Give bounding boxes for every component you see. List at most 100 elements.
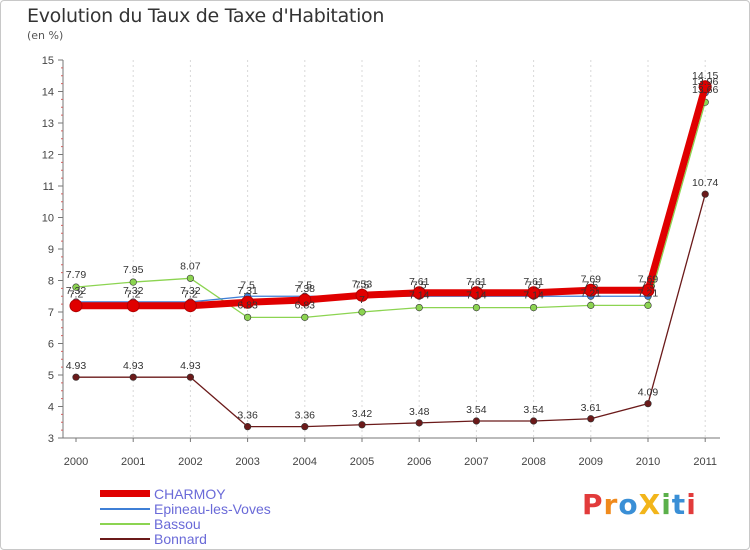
legend-swatch <box>100 537 150 540</box>
data-label: 7.32 <box>180 285 201 297</box>
data-label: 7.5 <box>641 279 656 291</box>
legend-item: Bassou <box>100 515 271 532</box>
data-label: 7.5 <box>526 279 541 291</box>
data-point <box>183 299 197 313</box>
data-point <box>701 190 709 198</box>
data-point <box>301 313 309 321</box>
legend-swatch <box>100 507 150 510</box>
x-tick-label: 2000 <box>64 456 88 468</box>
data-label: 7.14 <box>409 290 430 302</box>
legend: CHARMOY Epineau-les-Voves Bassou Bonnard <box>100 485 271 547</box>
logo-letter: o <box>618 488 639 521</box>
y-tick-label: 5 <box>48 370 54 382</box>
data-point <box>527 286 541 300</box>
data-label: 3.54 <box>523 404 544 416</box>
data-point <box>244 313 252 321</box>
y-tick-label: 6 <box>48 339 54 351</box>
data-point <box>644 301 652 309</box>
legend-label: Bonnard <box>154 530 207 547</box>
logo-letter: t <box>671 488 687 521</box>
data-label: 7.32 <box>66 285 87 297</box>
legend-item: Bonnard <box>100 530 271 547</box>
logo-letter: X <box>638 488 662 521</box>
data-point <box>244 423 252 431</box>
data-label: 7.79 <box>66 269 87 281</box>
legend-swatch <box>100 490 150 497</box>
data-label: 7.5 <box>583 279 598 291</box>
data-label: 3.54 <box>466 404 487 416</box>
y-tick-label: 3 <box>48 433 54 445</box>
data-label: 7.5 <box>412 279 427 291</box>
data-label: 4.93 <box>66 360 87 372</box>
data-label: 3.42 <box>352 408 373 420</box>
data-label: 3.36 <box>295 410 316 422</box>
x-tick-label: 2002 <box>178 456 202 468</box>
y-tick-label: 10 <box>42 213 54 225</box>
data-label: 7.95 <box>123 264 144 276</box>
data-label: 4.09 <box>638 387 659 399</box>
data-label: 3.61 <box>581 402 602 414</box>
y-tick-label: 12 <box>42 150 54 162</box>
data-point <box>469 286 483 300</box>
data-point <box>587 415 595 423</box>
legend-label: Bassou <box>154 515 201 532</box>
series-line-bonnard <box>76 194 706 428</box>
data-label: 14.15 <box>692 70 718 82</box>
data-point <box>587 301 595 309</box>
data-label: 7.61 <box>523 276 544 288</box>
data-point <box>129 373 137 381</box>
data-label: 7.2 <box>126 289 141 301</box>
data-point <box>358 308 366 316</box>
legend-item: Epineau-les-Voves <box>100 500 271 517</box>
data-label: 3.48 <box>409 406 430 418</box>
data-label: 7.2 <box>183 289 198 301</box>
x-tick-label: 2006 <box>407 456 431 468</box>
data-label: 13.96 <box>692 76 718 88</box>
legend-swatch <box>100 522 150 525</box>
data-point <box>69 299 83 313</box>
data-label: 7.2 <box>69 289 84 301</box>
data-point <box>412 286 426 300</box>
series-line-bassou <box>75 102 706 319</box>
x-tick-label: 2003 <box>235 456 259 468</box>
data-point <box>698 80 712 94</box>
data-label: 7.69 <box>581 273 602 285</box>
data-label: 7.32 <box>123 285 144 297</box>
data-label: 4.93 <box>180 360 201 372</box>
data-point <box>186 274 194 282</box>
legend-item: CHARMOY <box>100 485 271 502</box>
x-tick-label: 2009 <box>579 456 603 468</box>
data-label: 3.36 <box>237 410 258 422</box>
series-line-epineau-les-voves <box>76 92 706 303</box>
logo-letter: P <box>582 488 604 521</box>
y-tick-label: 4 <box>48 402 54 414</box>
data-label: 7.69 <box>638 273 659 285</box>
data-point <box>186 373 194 381</box>
data-point <box>72 373 80 381</box>
data-point <box>472 417 481 425</box>
data-point <box>415 419 423 427</box>
chart-title: Evolution du Taux de Taxe d'Habitation <box>27 5 385 27</box>
legend-label: Epineau-les-Voves <box>154 500 271 517</box>
data-label: 7.14 <box>523 290 544 302</box>
data-point <box>355 288 369 302</box>
data-point <box>126 299 140 313</box>
data-point <box>415 303 423 312</box>
y-tick-label: 14 <box>42 87 54 99</box>
data-label: 7.61 <box>466 276 487 288</box>
data-label: 7.21 <box>638 287 659 299</box>
data-point <box>641 283 655 297</box>
data-point <box>644 400 652 408</box>
data-label: 7.5 <box>297 279 312 291</box>
y-tick-label: 15 <box>42 55 54 67</box>
data-label: 10.74 <box>692 177 718 189</box>
legend-label: CHARMOY <box>154 485 226 502</box>
data-point <box>529 417 538 425</box>
data-label: 4.93 <box>123 360 144 372</box>
y-tick-label: 9 <box>48 244 54 256</box>
series-line-charmoy <box>76 85 709 310</box>
data-point <box>129 278 137 286</box>
y-tick-label: 7 <box>48 307 54 319</box>
x-tick-label: 2007 <box>464 456 488 468</box>
